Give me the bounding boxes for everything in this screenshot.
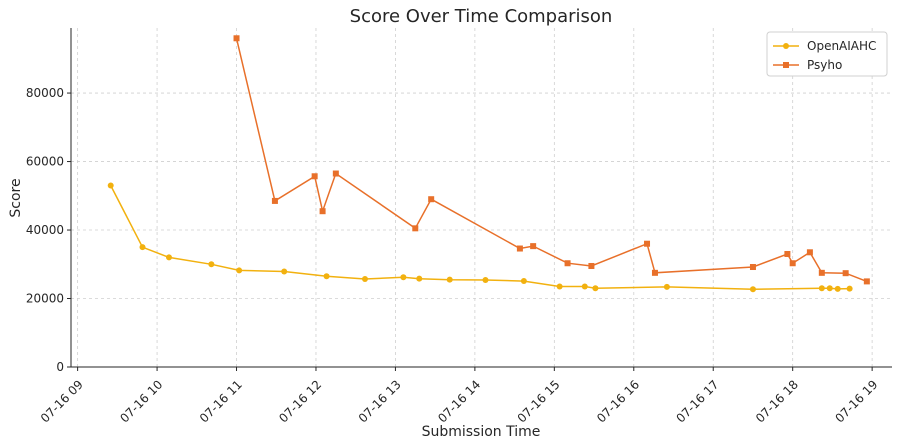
data-point <box>842 270 849 277</box>
legend-item: OpenAIAHC <box>773 39 876 53</box>
x-tick-label: 07-16 14 <box>435 377 483 425</box>
y-axis-label: Score <box>8 178 24 217</box>
data-point <box>361 275 368 282</box>
data-point <box>592 285 599 292</box>
x-tick-label: 07-16 17 <box>674 377 722 425</box>
data-point <box>446 276 453 283</box>
data-point <box>564 260 571 267</box>
data-point <box>863 278 870 285</box>
x-axis-label: Submission Time <box>422 424 541 440</box>
data-point <box>233 35 240 42</box>
legend-marker <box>783 43 789 49</box>
data-point <box>416 275 423 282</box>
data-point <box>806 249 813 256</box>
data-point <box>818 269 825 276</box>
data-point <box>556 283 563 290</box>
x-tick-label: 07-16 10 <box>117 377 165 425</box>
x-tick-label: 07-16 18 <box>753 377 801 425</box>
x-tick-label: 07-16 11 <box>197 377 245 425</box>
x-tick-label: 07-16 12 <box>276 377 324 425</box>
data-point <box>107 182 114 189</box>
series-line <box>110 185 850 291</box>
legend-item: Psyho <box>773 58 842 72</box>
data-point <box>789 260 796 267</box>
data-point <box>818 285 825 292</box>
series-openaiahc <box>107 182 853 293</box>
data-point <box>581 283 588 290</box>
data-point <box>236 267 243 274</box>
legend-label: OpenAIAHC <box>807 39 876 53</box>
legend-label: Psyho <box>807 58 842 72</box>
x-tick-label: 07-16 09 <box>38 377 86 425</box>
series-layer <box>107 35 870 293</box>
data-point <box>530 243 537 250</box>
axes-layer <box>70 28 892 368</box>
data-point <box>749 264 756 271</box>
y-tick-label: 20000 <box>26 292 64 306</box>
legend-marker <box>783 62 789 68</box>
y-tick-label: 0 <box>56 360 64 374</box>
data-point <box>332 170 339 177</box>
data-point <box>651 269 658 276</box>
data-point <box>428 196 435 203</box>
data-point <box>644 240 651 247</box>
y-tick-label: 40000 <box>26 223 64 237</box>
data-point <box>208 261 215 268</box>
data-point <box>520 278 527 285</box>
data-point <box>165 254 172 261</box>
data-point <box>784 251 791 257</box>
data-point <box>412 225 419 232</box>
x-tick-label: 07-16 15 <box>515 377 563 425</box>
x-tick-label: 07-16 16 <box>594 377 642 425</box>
data-point <box>323 273 330 280</box>
data-point <box>139 244 146 251</box>
data-point <box>516 245 523 252</box>
data-point <box>319 208 326 215</box>
data-point <box>834 285 841 292</box>
data-point <box>271 197 278 204</box>
data-point <box>663 283 670 290</box>
data-point <box>311 173 318 180</box>
x-tick-label: 07-16 19 <box>832 377 880 425</box>
data-point <box>749 286 756 293</box>
data-point <box>826 285 833 292</box>
data-point <box>400 274 407 281</box>
legend: OpenAIAHC Psyho <box>766 31 888 77</box>
chart-title: Score Over Time Comparison <box>350 6 613 27</box>
grid-layer <box>71 28 892 368</box>
data-point <box>588 262 595 269</box>
ticks-layer: 0 20000 40000 60000 80000 07-16 09 07-16 10 07-… <box>26 86 881 425</box>
series-psyho <box>233 35 870 285</box>
y-tick-label: 60000 <box>26 155 64 169</box>
data-point <box>281 268 288 275</box>
data-point <box>846 285 853 292</box>
x-tick-label: 07-16 13 <box>356 377 404 425</box>
y-tick-label: 80000 <box>26 86 64 100</box>
data-point <box>482 277 489 284</box>
